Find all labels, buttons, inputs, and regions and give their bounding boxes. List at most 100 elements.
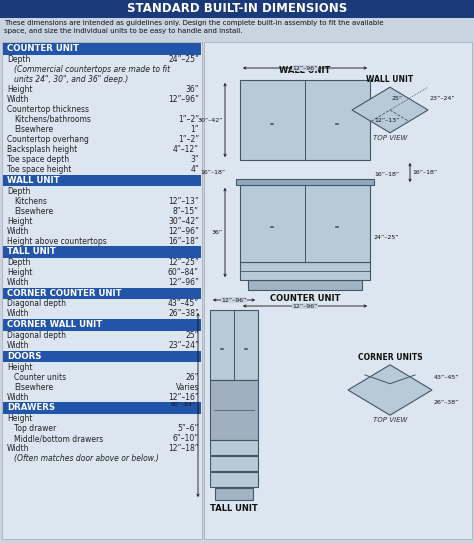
Text: Countertop thickness: Countertop thickness [7, 105, 89, 114]
Text: 4”–12”: 4”–12” [173, 145, 199, 154]
Text: 1”–2”: 1”–2” [178, 135, 199, 144]
Text: STANDARD BUILT-IN DIMENSIONS: STANDARD BUILT-IN DIMENSIONS [127, 3, 347, 16]
Text: 12”–96”: 12”–96” [292, 66, 318, 71]
Text: 6”–10”: 6”–10” [173, 434, 199, 443]
Text: 43”–45”: 43”–45” [168, 300, 199, 308]
Text: TOP VIEW: TOP VIEW [373, 135, 407, 141]
Text: 5”–6”: 5”–6” [178, 424, 199, 433]
Text: 16”–18”: 16”–18” [200, 170, 225, 175]
Text: COUNTER UNIT: COUNTER UNIT [270, 294, 340, 303]
Text: 12”–16”: 12”–16” [168, 393, 199, 401]
Text: Width: Width [7, 341, 29, 350]
Text: 23”–24”: 23”–24” [168, 341, 199, 350]
Text: Width: Width [7, 226, 29, 236]
Bar [210, 472, 258, 487]
Text: Toe space height: Toe space height [7, 165, 72, 174]
Text: 12”–13”: 12”–13” [374, 117, 400, 123]
Text: CORNER COUNTER UNIT: CORNER COUNTER UNIT [7, 289, 122, 298]
Bar [210, 456, 258, 471]
Text: Width: Width [7, 95, 29, 104]
Text: Middle/bottom drawers: Middle/bottom drawers [14, 434, 103, 443]
Text: 12”–18”: 12”–18” [168, 444, 199, 453]
Bar [240, 80, 370, 160]
Text: Height: Height [7, 268, 33, 277]
Bar [3, 174, 201, 186]
Bar [240, 262, 370, 280]
Text: Backsplash height: Backsplash height [7, 145, 77, 154]
Text: 8”–15”: 8”–15” [173, 206, 199, 216]
Text: Varies: Varies [175, 382, 199, 392]
Text: 24”–25”: 24”–25” [374, 235, 400, 240]
Bar [248, 280, 362, 290]
Text: Height: Height [7, 217, 33, 225]
Bar [2, 42, 202, 539]
Text: Countertop overhang: Countertop overhang [7, 135, 89, 144]
Text: Kitchens: Kitchens [14, 197, 47, 205]
Text: 30”–42”: 30”–42” [198, 117, 223, 123]
Text: 26”–38”: 26”–38” [168, 310, 199, 319]
Text: DRAWERS: DRAWERS [7, 403, 55, 412]
Text: WALL UNIT: WALL UNIT [279, 66, 331, 75]
Text: 16”–18”: 16”–18” [168, 237, 199, 245]
Bar [236, 179, 374, 185]
Bar [210, 380, 258, 440]
Text: (Often matches door above or below.): (Often matches door above or below.) [14, 454, 159, 463]
Bar [3, 350, 201, 362]
Text: 25”: 25” [392, 96, 403, 101]
Bar [3, 319, 201, 331]
Text: WALL UNIT: WALL UNIT [366, 75, 414, 84]
Text: Height: Height [7, 363, 33, 371]
Text: Depth: Depth [7, 186, 30, 195]
Bar [204, 42, 472, 539]
Text: 12”–25”: 12”–25” [168, 258, 199, 267]
Bar [210, 310, 258, 380]
Text: These dimensions are intended as guidelines only. Design the complete built-in a: These dimensions are intended as guideli… [4, 20, 383, 35]
Text: 12”–96”: 12”–96” [168, 95, 199, 104]
Polygon shape [352, 87, 428, 133]
Bar [210, 440, 258, 455]
Text: Height: Height [7, 414, 33, 423]
Text: 36”: 36” [212, 230, 223, 235]
Text: Kitchens/bathrooms: Kitchens/bathrooms [14, 115, 91, 124]
Text: Width: Width [7, 444, 29, 453]
Text: Diagonal depth: Diagonal depth [7, 331, 66, 340]
Text: COUNTER UNIT: COUNTER UNIT [7, 44, 79, 53]
Text: 4”: 4” [190, 165, 199, 174]
Text: Diagonal depth: Diagonal depth [7, 300, 66, 308]
Text: 12”–96”: 12”–96” [168, 278, 199, 287]
Text: Elsewhere: Elsewhere [14, 125, 53, 134]
Text: Top drawer: Top drawer [14, 424, 56, 433]
Text: (Commercial countertops are made to fit: (Commercial countertops are made to fit [14, 65, 170, 74]
Text: DOORS: DOORS [7, 352, 42, 361]
Text: 12”–96”: 12”–96” [221, 298, 246, 302]
Text: TALL UNIT: TALL UNIT [210, 504, 258, 513]
Bar [240, 185, 370, 262]
Text: 30”–42”: 30”–42” [168, 217, 199, 225]
Text: 16”–18”: 16”–18” [412, 170, 437, 175]
Text: Height: Height [7, 85, 33, 94]
Text: TOP VIEW: TOP VIEW [373, 417, 407, 423]
Text: 26”: 26” [185, 372, 199, 382]
Text: 12”–96”: 12”–96” [168, 226, 199, 236]
Text: TALL UNIT: TALL UNIT [7, 247, 56, 256]
Text: Elsewhere: Elsewhere [14, 206, 53, 216]
Bar [3, 43, 201, 54]
Text: units 24", 30", and 36" deep.): units 24", 30", and 36" deep.) [14, 75, 128, 84]
Text: CORNER UNITS: CORNER UNITS [358, 353, 422, 362]
Polygon shape [348, 365, 432, 415]
Text: 3”: 3” [190, 155, 199, 164]
Text: 16”–18”: 16”–18” [374, 173, 399, 178]
Text: Toe space depth: Toe space depth [7, 155, 69, 164]
Text: Width: Width [7, 393, 29, 401]
Text: Depth: Depth [7, 55, 30, 64]
Text: 43”–45”: 43”–45” [434, 375, 459, 380]
Text: WALL UNIT: WALL UNIT [7, 176, 60, 185]
Text: Depth: Depth [7, 258, 30, 267]
Bar [0, 0, 474, 18]
Text: 60”–84”: 60”–84” [171, 402, 196, 407]
Bar [3, 246, 201, 257]
Text: Width: Width [7, 310, 29, 319]
Text: 1”–2”: 1”–2” [178, 115, 199, 124]
Bar [3, 287, 201, 299]
Text: 12”–13”: 12”–13” [168, 197, 199, 205]
